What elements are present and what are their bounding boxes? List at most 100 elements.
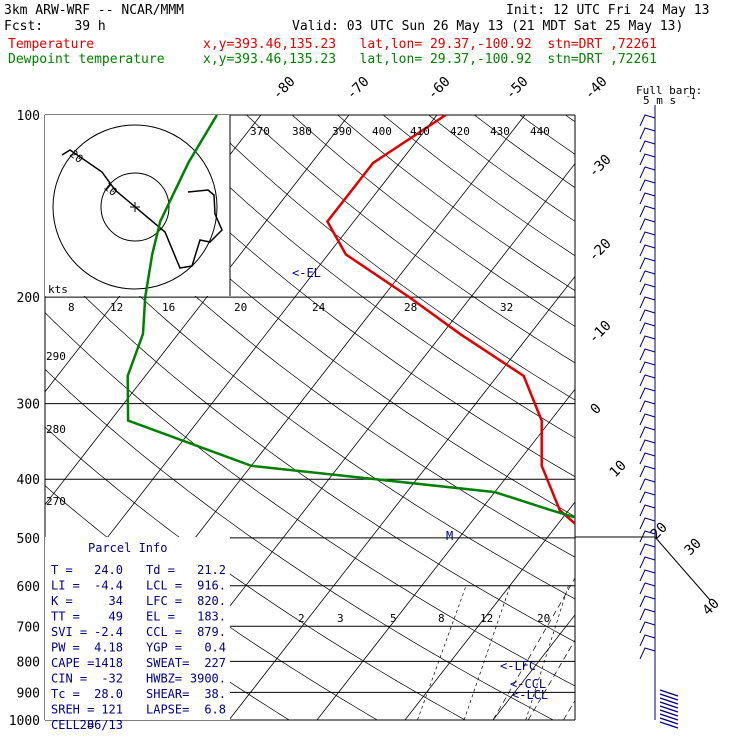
- hodograph-speed-label: 12: [110, 301, 123, 314]
- hodograph-ring-20: [52, 124, 218, 290]
- pressure-tick-label: 500: [17, 532, 40, 547]
- moist-adiabat-line: [527, 639, 575, 720]
- wind-barb: [639, 127, 656, 140]
- wind-barb: [659, 701, 679, 709]
- parcel-row-label: T =: [51, 563, 73, 577]
- moist-adiabat-line: [634, 297, 740, 720]
- pressure-tick-label: 800: [17, 655, 40, 670]
- pressure-tick-label: 200: [17, 291, 40, 306]
- pressure-tick-label: 700: [17, 620, 40, 635]
- parcel-row-value: 121: [101, 703, 123, 717]
- wind-barb: [639, 205, 656, 218]
- mixing-ratio-line: [463, 585, 511, 720]
- dry-adiabat-line: [45, 312, 575, 687]
- wind-barb: [639, 491, 656, 504]
- parcel-row-label: SVI =: [51, 625, 87, 639]
- wind-barb: [639, 465, 656, 478]
- barb-legend-title: Full barb:: [636, 84, 702, 97]
- mixing-ratio-line: [417, 585, 467, 720]
- isotherm-line: [404, 501, 575, 720]
- parcel-row-label: LI =: [51, 579, 80, 593]
- wind-barb: [639, 517, 656, 530]
- mixing-ratio-label: 2: [298, 612, 305, 625]
- parcel-row-label: Tc =: [51, 687, 80, 701]
- theta-label: 420: [450, 125, 470, 138]
- wind-barb: [639, 322, 656, 335]
- wind-barb: [639, 348, 656, 361]
- dry-adiabat-line: [702, 115, 740, 733]
- parcel-row-label: CELL =: [51, 718, 94, 732]
- dry-adiabat-line: [246, 115, 575, 364]
- parcel-row-label: TT =: [51, 610, 80, 624]
- wind-barb: [659, 697, 679, 705]
- mixing-ratio-label: 12: [480, 612, 493, 625]
- ccl-marker-label: <-CCL: [510, 677, 546, 691]
- dry-adiabat-line: [45, 256, 575, 643]
- parcel-row-value: 4.18: [94, 641, 123, 655]
- wind-barb: [639, 413, 656, 426]
- parcel-row-value: 38.: [204, 687, 226, 701]
- parcel-row-label: CCL =: [146, 625, 182, 639]
- dewpoint-legend-label: Dewpoint temperature: [8, 52, 165, 67]
- parcel-row-label: LFC =: [146, 594, 182, 608]
- wind-barb: [639, 244, 656, 257]
- parcel-row-value: 286/13: [80, 718, 123, 732]
- wind-barb: [659, 705, 679, 713]
- parcel-row-label: CIN =: [51, 672, 87, 686]
- dry-adiabat-line: [657, 115, 740, 733]
- mixing-ratio-line: [586, 586, 625, 720]
- isotherm-label: 40: [700, 596, 723, 619]
- theta-label: 380: [292, 125, 312, 138]
- dry-adiabat-line: [109, 115, 575, 478]
- hodograph-panel: [45, 115, 230, 296]
- parcel-row-value: 28.0: [94, 687, 123, 701]
- theta-label: 290: [46, 350, 66, 363]
- wind-barb: [659, 693, 679, 701]
- dry-adiabat-line: [45, 426, 467, 720]
- temperature-location-info: x,y=393.46,135.23 lat,lon= 29.37,-100.92…: [203, 37, 657, 52]
- parcel-row-value: 183.: [197, 610, 226, 624]
- pressure-tick-label: 900: [17, 686, 40, 701]
- hodograph-units-label: kts: [48, 283, 68, 296]
- parcel-row-value: -32: [101, 672, 123, 686]
- hodograph-speed-label: 8: [68, 301, 75, 314]
- isotherm-label: -60: [425, 74, 454, 103]
- theta-label: 440: [530, 125, 550, 138]
- theta-label: 400: [372, 125, 392, 138]
- parcel-row-label: CAPE =: [51, 656, 94, 670]
- wind-barb: [639, 504, 656, 517]
- wind-barb: [639, 218, 656, 231]
- lcl-marker-label: <-LCL: [512, 688, 548, 702]
- dewpoint-location-info: x,y=393.46,135.23 lat,lon= 29.37,-100.92…: [203, 52, 657, 67]
- hodograph-speed-label: 24: [312, 301, 326, 314]
- m-marker-label: M: [446, 529, 453, 543]
- parcel-row-value: 916.: [197, 579, 226, 593]
- wind-barb: [639, 400, 656, 413]
- isotherm-label: -20: [586, 236, 615, 265]
- wind-barb: [639, 452, 656, 465]
- mixing-ratio-line: [639, 586, 675, 720]
- wind-barb: [639, 387, 656, 400]
- parcel-row-value: -4.4: [94, 579, 123, 593]
- parcel-row-value: -2.4: [94, 625, 123, 639]
- parcel-row-value: 34: [109, 594, 123, 608]
- pressure-tick-label: 600: [17, 580, 40, 595]
- wind-barb: [639, 426, 656, 439]
- wind-barb: [659, 709, 679, 717]
- dry-adiabat-line: [382, 115, 575, 257]
- wind-barb: [639, 374, 656, 387]
- parcel-row-value: 820.: [197, 594, 226, 608]
- parcel-row-label: K =: [51, 594, 73, 608]
- wind-barb: [659, 713, 679, 721]
- pressure-tick-label: 300: [17, 398, 40, 413]
- hodograph-speed-label: 32: [500, 301, 513, 314]
- hodograph-speed-label: 20: [234, 301, 247, 314]
- isotherm-line: [316, 388, 575, 720]
- temperature-legend-label: Temperature: [8, 37, 95, 52]
- parcel-row-label: HWBZ=: [146, 672, 182, 686]
- isotherm-label: 10: [607, 458, 630, 481]
- pressure-tick-label: 1000: [9, 714, 40, 729]
- dry-adiabat-line: [64, 115, 575, 517]
- wind-barb: [639, 478, 656, 491]
- parcel-row-value: 3900.: [190, 672, 226, 686]
